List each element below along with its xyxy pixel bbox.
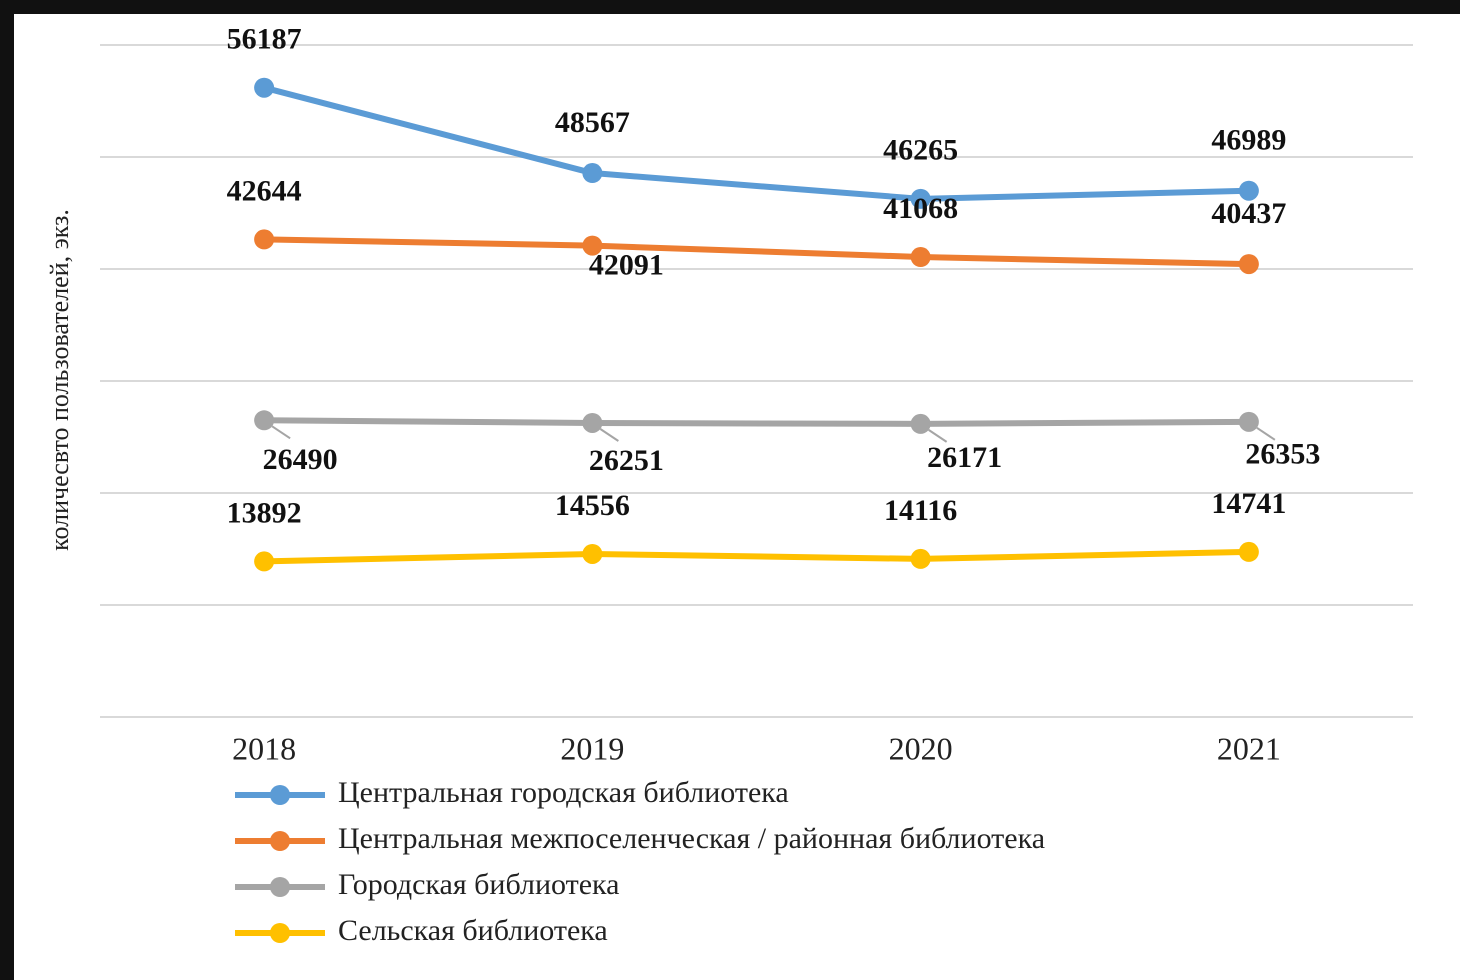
x-tick-label: 2021	[1217, 730, 1281, 766]
data-label: 26353	[1245, 438, 1320, 471]
line	[264, 548, 1249, 565]
legend-label: Сельская библиотека	[338, 914, 608, 947]
point	[582, 543, 603, 564]
legend-marker	[270, 785, 290, 805]
leader-line	[599, 428, 619, 442]
chart-area	[14, 14, 1460, 980]
leader-line	[928, 429, 948, 443]
point	[1238, 541, 1259, 562]
legend-marker	[270, 877, 290, 897]
data-label: 14741	[1211, 487, 1286, 520]
data-label: 42091	[589, 248, 664, 281]
point	[254, 551, 275, 572]
data-label: 14116	[884, 494, 957, 527]
data-label: 14556	[555, 489, 630, 522]
point	[582, 163, 603, 184]
x-tick-label: 2019	[560, 730, 624, 766]
data-label: 26171	[927, 441, 1002, 474]
line	[264, 236, 1249, 268]
legend-label: Центральная межпоселенческая / районная …	[338, 822, 1045, 855]
y-axis-label: количесвто пользователей, экз.	[45, 209, 74, 551]
leader-line	[271, 425, 291, 440]
data-label: 41068	[883, 192, 958, 225]
data-label: 48567	[555, 106, 630, 139]
line	[263, 84, 1249, 202]
x-tick-label: 2020	[889, 730, 953, 766]
point	[1238, 180, 1259, 201]
data-label: 40437	[1211, 197, 1286, 230]
point	[254, 410, 275, 431]
data-label: 13892	[227, 496, 302, 529]
x-tick-label: 2018	[232, 730, 296, 766]
legend-marker	[270, 831, 290, 851]
point	[910, 413, 931, 434]
data-label: 26490	[263, 443, 338, 476]
point	[254, 77, 275, 98]
point	[582, 412, 603, 433]
point	[1238, 411, 1259, 432]
data-label: 26251	[589, 444, 664, 477]
leader-line	[1256, 427, 1276, 441]
legend-marker	[270, 923, 290, 943]
point	[1238, 254, 1259, 275]
data-label: 46989	[1211, 124, 1286, 157]
point	[582, 235, 603, 256]
legend-label: Городская библиотека	[338, 868, 619, 901]
point	[910, 188, 931, 209]
data-label: 42644	[227, 174, 302, 207]
point	[254, 229, 275, 250]
point	[910, 548, 931, 569]
legend-label: Центральная городская библиотека	[338, 776, 789, 809]
line	[264, 417, 1249, 427]
data-label: 56187	[227, 23, 302, 56]
point	[910, 247, 931, 268]
data-label: 46265	[883, 134, 958, 167]
